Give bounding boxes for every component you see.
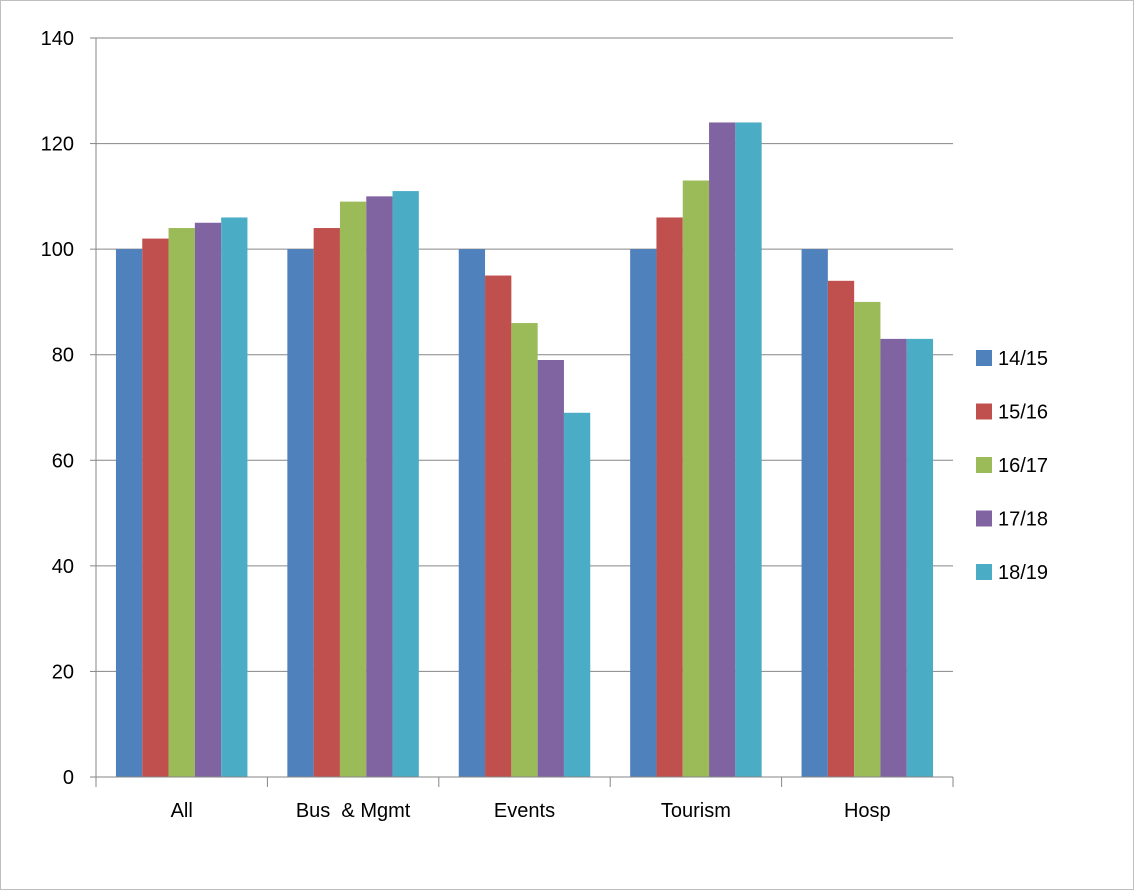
y-tick-label: 60 (52, 450, 74, 472)
bar-17-18-3 (709, 122, 736, 777)
bar-18-19-0 (221, 217, 248, 777)
bar-16-17-2 (511, 323, 538, 777)
legend-label: 16/17 (998, 455, 1048, 477)
bar-14-15-4 (801, 249, 828, 778)
y-tick-label: 80 (52, 345, 74, 367)
legend-label: 18/19 (998, 562, 1048, 584)
legend-swatch (976, 457, 992, 473)
bar-17-18-0 (194, 222, 222, 777)
bar-14-15-3 (630, 249, 657, 778)
bar-17-18-1 (366, 196, 393, 777)
bar-15-16-3 (656, 217, 683, 777)
legend-swatch (976, 403, 992, 420)
bar-14-15-1 (287, 249, 314, 778)
bar-17-18-4 (880, 338, 907, 777)
bar-18-19-2 (563, 412, 591, 777)
bar-16-17-0 (168, 228, 195, 777)
bar-15-16-4 (827, 280, 855, 777)
bar-17-18-2 (537, 359, 564, 777)
y-tick-label: 100 (41, 239, 74, 261)
bar-18-19-3 (735, 122, 762, 777)
bar-16-17-3 (682, 180, 710, 777)
x-tick-label: Bus & Mgmt (296, 800, 411, 822)
y-tick-labels: 0 20 40 60 80 100 120 140 (41, 28, 74, 789)
x-tick-labels: All Bus & Mgmt Events Tourism Hosp (171, 800, 891, 822)
legend-label: 15/16 (998, 402, 1048, 424)
axes (90, 37, 954, 787)
x-tick-label: Hosp (844, 800, 891, 822)
y-tick-label: 0 (63, 767, 74, 789)
bar-16-17-4 (854, 301, 881, 777)
bar-15-16-0 (142, 238, 169, 778)
legend: 14/15 15/16 16/17 17/18 18/19 (976, 348, 1048, 584)
legend-label: 17/18 (998, 509, 1048, 531)
x-tick-label: All (171, 800, 193, 822)
bar-15-16-2 (485, 275, 512, 777)
bar-16-17-1 (339, 201, 367, 777)
legend-swatch (976, 350, 992, 366)
bar-14-15-2 (458, 249, 486, 778)
y-tick-label: 140 (41, 28, 74, 50)
y-tick-label: 20 (52, 661, 74, 683)
bars (115, 122, 934, 778)
x-tick-label: Events (494, 800, 555, 822)
bar-15-16-1 (313, 228, 340, 777)
legend-swatch (976, 510, 992, 527)
y-tick-label: 120 (41, 134, 74, 156)
x-tick-label: Tourism (661, 800, 731, 822)
legend-label: 14/15 (998, 348, 1048, 370)
bar-18-19-1 (392, 191, 419, 778)
legend-swatch (976, 564, 992, 580)
bar-18-19-4 (906, 338, 934, 777)
y-tick-label: 40 (52, 556, 74, 578)
bar-14-15-0 (115, 249, 143, 778)
